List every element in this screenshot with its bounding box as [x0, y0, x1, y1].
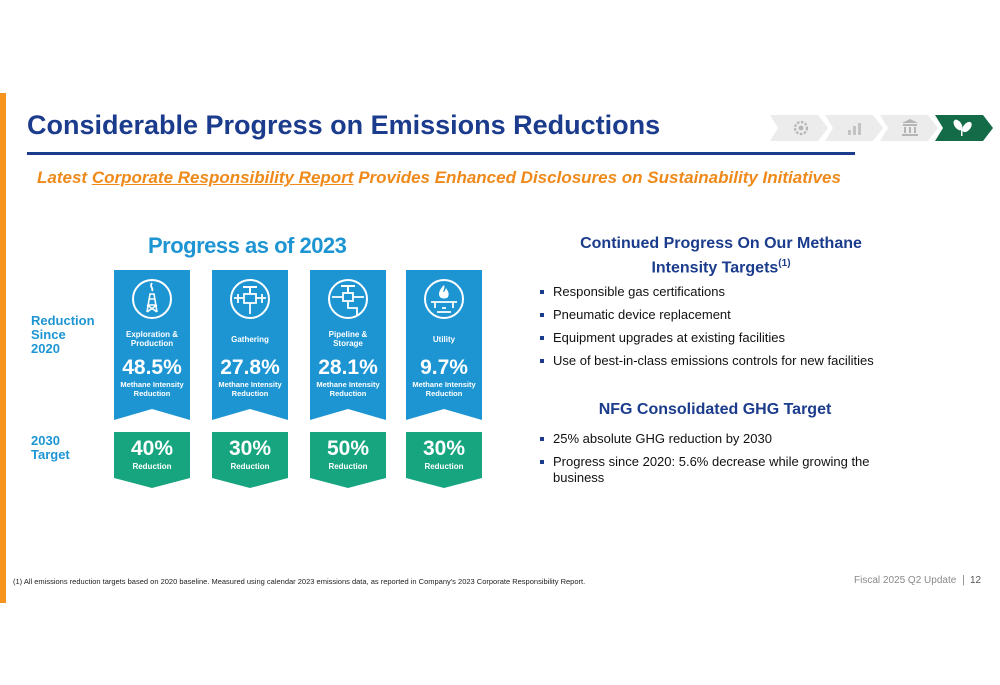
- subtitle: Latest Corporate Responsibility Report P…: [37, 168, 841, 188]
- segment-category: Utility: [432, 335, 456, 344]
- target-card-pipeline-storage: 50% Reduction: [310, 432, 386, 488]
- bar-chart-icon: [848, 123, 861, 135]
- target-value: 30%: [228, 437, 272, 460]
- target-card-gathering: 30% Reduction: [212, 432, 288, 488]
- list-item: Pneumatic device replacement: [538, 307, 938, 323]
- building-icon: [902, 119, 918, 136]
- ghg-heading: NFG Consolidated GHG Target: [598, 401, 832, 418]
- target-card-utility: 30% Reduction: [406, 432, 482, 488]
- list-item: 25% absolute GHG reduction by 2030: [538, 431, 898, 447]
- reduction-card: Pipeline & Storage 28.1% Methane Intensit…: [310, 270, 386, 420]
- metric-label: Methane Intensity Reduction: [316, 380, 380, 398]
- segment-category: Exploration & Production: [125, 330, 178, 348]
- oil-derrick-icon: [132, 279, 172, 319]
- reduction-value: 9.7%: [420, 356, 468, 379]
- footnote: (1) All emissions reduction targets base…: [13, 577, 586, 586]
- row-label-target: 2030 Target: [31, 433, 70, 462]
- target-card-exploration-production: 40% Reduction: [114, 432, 190, 488]
- row-label-reduction: Reduction Since 2020: [31, 313, 95, 356]
- nav-step-leaf[interactable]: [935, 115, 993, 141]
- footer-divider: |: [962, 574, 965, 586]
- pipeline-valve-icon: [328, 279, 368, 319]
- target-label: Reduction: [230, 462, 270, 471]
- leaf-icon: [953, 119, 972, 136]
- left-accent-bar: [0, 93, 6, 603]
- target-label: Reduction: [328, 462, 368, 471]
- ghg-bullets: 25% absolute GHG reduction by 2030 Progr…: [538, 431, 898, 493]
- subtitle-suffix: Provides Enhanced Disclosures on Sustain…: [358, 168, 841, 187]
- reduction-value: 48.5%: [122, 356, 182, 379]
- title-underline: [27, 152, 855, 155]
- valve-icon: [230, 279, 270, 319]
- reduction-card: Exploration & Production 48.5% Methane In…: [114, 270, 190, 420]
- segment-category: Gathering: [231, 335, 269, 344]
- nav-step-chart[interactable]: [825, 115, 883, 141]
- list-item: Equipment upgrades at existing facilitie…: [538, 330, 938, 346]
- footer-label: Fiscal 2025 Q2 Update: [854, 575, 957, 586]
- nav-step-building[interactable]: [880, 115, 938, 141]
- metric-label: Methane Intensity Reduction: [120, 380, 184, 398]
- list-item: Use of best-in-class emissions controls …: [538, 353, 938, 369]
- nav-step-gear[interactable]: [770, 115, 828, 141]
- reduction-card: Gathering 27.8% Methane Intensity Reducti…: [212, 270, 288, 420]
- segment-category: Pipeline & Storage: [328, 330, 368, 348]
- methane-heading: Continued Progress On Our Methane Intens…: [580, 235, 862, 277]
- footnote-ref: (1): [778, 258, 791, 269]
- gear-icon: [793, 120, 809, 136]
- list-item: Responsible gas certifications: [538, 284, 938, 300]
- target-label: Reduction: [424, 462, 464, 471]
- metric-label: Methane Intensity Reduction: [412, 380, 476, 398]
- section-nav: [770, 115, 995, 141]
- page-title: Considerable Progress on Emissions Reduc…: [27, 110, 661, 140]
- target-label: Reduction: [132, 462, 172, 471]
- gas-flame-icon: [424, 279, 464, 319]
- list-item: Progress since 2020: 5.6% decrease while…: [538, 454, 883, 486]
- reduction-card: Utility 9.7% Methane Intensity Reduction: [406, 270, 482, 420]
- metric-label: Methane Intensity Reduction: [218, 380, 282, 398]
- reduction-value: 27.8%: [220, 356, 280, 379]
- target-value: 30%: [422, 437, 466, 460]
- target-value: 50%: [326, 437, 370, 460]
- reduction-value: 28.1%: [318, 356, 378, 379]
- subtitle-prefix: Latest: [37, 168, 88, 187]
- page-number: 12: [970, 575, 982, 586]
- methane-bullets: Responsible gas certifications Pneumatic…: [538, 284, 938, 376]
- target-value: 40%: [130, 437, 174, 460]
- progress-title: Progress as of 2023: [148, 233, 347, 258]
- report-link[interactable]: Corporate Responsibility Report: [91, 168, 354, 187]
